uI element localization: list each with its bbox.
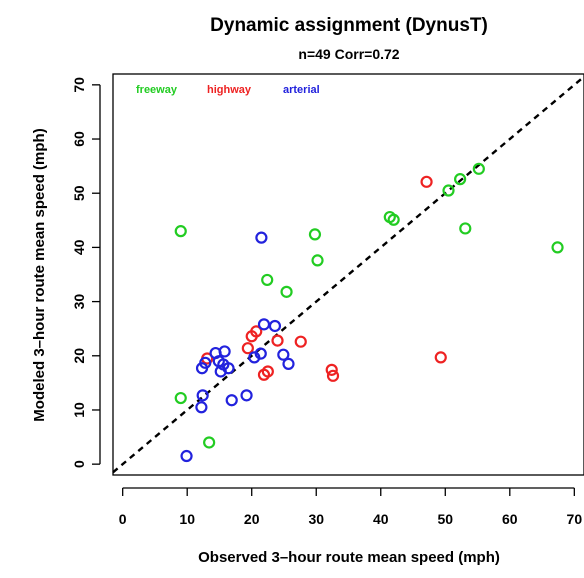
arterial-point xyxy=(254,347,267,360)
x-tick-label: 10 xyxy=(179,511,195,527)
arterial-point xyxy=(180,449,193,463)
highway-point xyxy=(294,335,307,348)
arterial-point xyxy=(255,231,268,244)
x-tick-label: 70 xyxy=(567,511,583,527)
y-tick-label: 40 xyxy=(71,239,87,255)
freeway-point xyxy=(280,285,293,298)
x-axis: 0 10 20 30 40 50 60 70 xyxy=(119,487,583,527)
freeway-point xyxy=(311,254,324,267)
x-tick-label: 40 xyxy=(373,511,389,527)
legend-item-arterial: arterial xyxy=(283,84,320,96)
freeway-point xyxy=(454,173,467,186)
highway-point xyxy=(326,369,340,382)
freeway-point xyxy=(174,391,187,405)
freeway-point xyxy=(308,228,322,241)
chart-title: Dynamic assignment (DynusT) xyxy=(210,15,488,36)
y-axis-label: Modeled 3–hour route mean speed (mph) xyxy=(31,128,48,421)
arterial-point xyxy=(268,319,282,333)
x-tick-label: 0 xyxy=(119,511,127,527)
legend-item-freeway: freeway xyxy=(136,84,178,96)
arterial-point xyxy=(222,362,235,375)
reference-line-y-equals-x xyxy=(112,75,584,474)
arterial-point xyxy=(282,357,295,371)
arterial-point xyxy=(195,401,208,414)
freeway-point xyxy=(261,273,274,287)
points-layer xyxy=(174,162,564,463)
highway-point xyxy=(271,334,284,347)
y-tick-label: 10 xyxy=(71,402,87,418)
y-axis: 0 10 20 30 40 50 60 70 xyxy=(71,77,101,468)
y-tick-label: 50 xyxy=(71,185,87,201)
highway-point xyxy=(434,351,447,364)
freeway-point xyxy=(472,162,485,175)
x-tick-label: 20 xyxy=(244,511,260,527)
highway-point xyxy=(325,363,338,376)
y-tick-label: 70 xyxy=(71,77,87,93)
freeway-point xyxy=(203,436,216,449)
arterial-point xyxy=(199,356,212,369)
freeway-point xyxy=(387,213,400,226)
plot-area xyxy=(112,75,584,474)
arterial-point xyxy=(225,394,238,407)
y-tick-label: 0 xyxy=(71,460,87,468)
legend-item-highway: highway xyxy=(207,84,252,96)
legend: freeway highway arterial xyxy=(136,84,320,96)
arterial-point xyxy=(196,389,209,402)
x-tick-label: 50 xyxy=(437,511,453,527)
freeway-point xyxy=(551,241,564,254)
x-tick-label: 60 xyxy=(502,511,518,527)
x-tick-label: 30 xyxy=(308,511,324,527)
freeway-point xyxy=(174,225,187,238)
highway-point xyxy=(241,342,254,355)
arterial-point xyxy=(240,389,253,402)
highway-point xyxy=(261,365,274,378)
arterial-point xyxy=(277,348,290,361)
y-tick-label: 30 xyxy=(71,294,87,310)
chart-subtitle: n=49 Corr=0.72 xyxy=(298,46,399,62)
x-axis-label: Observed 3–hour route mean speed (mph) xyxy=(198,549,500,566)
plot-frame xyxy=(112,73,584,476)
y-tick-label: 20 xyxy=(71,348,87,364)
arterial-point xyxy=(257,318,271,331)
freeway-point xyxy=(459,222,472,235)
arterial-point xyxy=(218,345,231,358)
freeway-point xyxy=(442,184,455,197)
highway-point xyxy=(250,325,263,338)
highway-point xyxy=(420,175,433,188)
y-tick-label: 60 xyxy=(71,131,87,147)
